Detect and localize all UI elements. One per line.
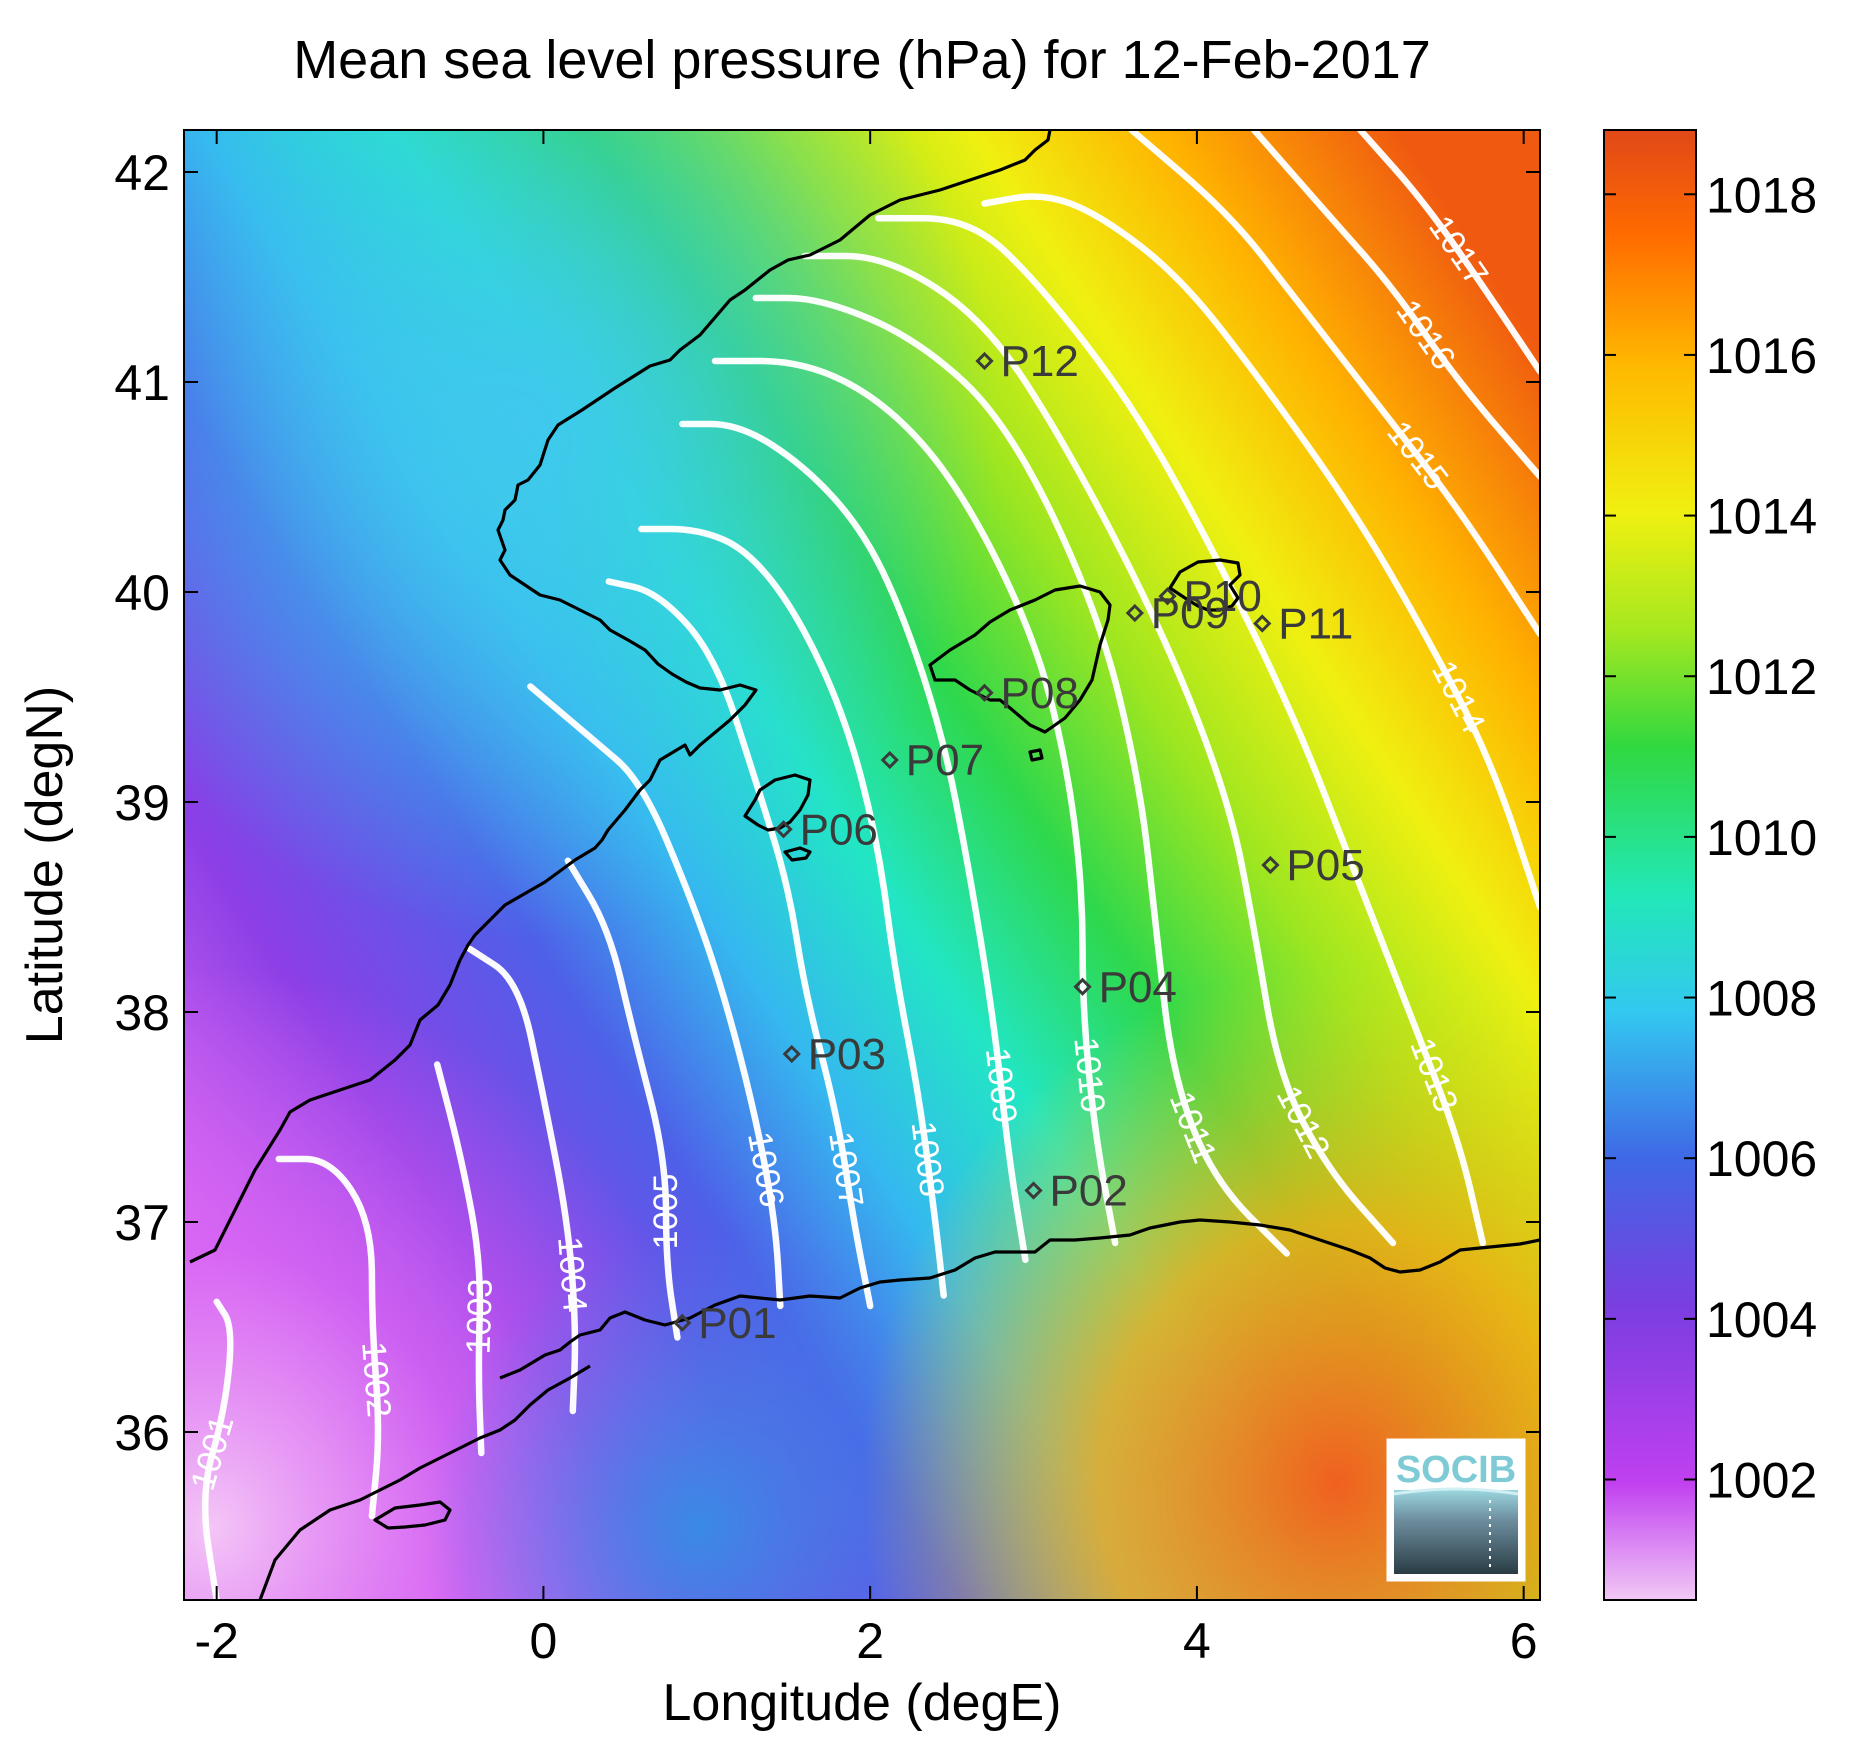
colorbar-tick-label: 1008 (1706, 971, 1817, 1027)
colorbar-tick-label: 1012 (1706, 649, 1817, 705)
x-tick-label: 0 (530, 1613, 558, 1669)
isobar-label-1005: 1005 (647, 1174, 685, 1250)
alboran-island (373, 1500, 452, 1530)
y-tick-label: 40 (114, 565, 170, 621)
morocco-coastline (258, 1364, 591, 1600)
menorca-island (1168, 558, 1242, 612)
station-marker-P08 (975, 683, 994, 702)
station-label-P09: P09 (1151, 589, 1229, 638)
x-axis-ticks: -2 0 2 4 6 (194, 130, 1538, 1669)
colorbar-tick-label: 1010 (1706, 810, 1817, 866)
station-label-P03: P03 (808, 1030, 886, 1079)
colorbar-tick-label: 1016 (1706, 328, 1817, 384)
y-axis-label: Latitude (degN) (16, 686, 74, 1044)
isobar-label-1009: 1009 (978, 1046, 1024, 1125)
socib-logo-text: SOCIB (1396, 1449, 1516, 1491)
isobar-1003 (433, 1061, 485, 1457)
isobar-1008 (638, 525, 947, 1299)
isobar-label-1003: 1003 (460, 1278, 500, 1355)
station-marker-P10 (1158, 587, 1177, 606)
colorbar-ticks: 1002 1004 1006 1008 1010 1012 1014 1016 1018 (1604, 167, 1817, 1509)
isobar-1016 (1250, 130, 1540, 480)
isobar-1006 (527, 683, 784, 1310)
socib-logo: SOCIB (1386, 1438, 1526, 1582)
station-marker-P06 (774, 820, 793, 839)
station-label-P07: P07 (906, 736, 984, 785)
formentera-island (783, 846, 812, 862)
y-axis-ticks: 36 37 38 39 40 41 42 (114, 145, 1540, 1461)
isobar-1009 (679, 420, 1029, 1264)
station-label-P10: P10 (1184, 572, 1262, 621)
y-tick-label: 36 (114, 1405, 170, 1461)
isobar-1002 (275, 1155, 382, 1520)
ibiza-island (743, 773, 812, 832)
station-label-P04: P04 (1099, 963, 1177, 1012)
iberian-coastline (189, 130, 1052, 1264)
x-tick-label: 2 (856, 1613, 884, 1669)
isobar-1014 (981, 193, 1540, 911)
station-marker-P01 (673, 1313, 692, 1332)
isobar-1012 (801, 252, 1397, 1247)
station-marker-P09 (1125, 603, 1144, 623)
isobar-label-1010: 1010 (1066, 1035, 1112, 1114)
isobar-1013 (875, 214, 1487, 1247)
y-tick-label: 42 (114, 145, 170, 201)
station-marker-P03 (782, 1044, 801, 1064)
station-label-P02: P02 (1050, 1167, 1128, 1216)
station-marker-P04 (1073, 977, 1092, 996)
isobar-1001 (201, 1298, 234, 1600)
isobar-1010 (711, 357, 1119, 1247)
station-marker-P02 (1024, 1181, 1043, 1200)
isobar-1005 (564, 857, 681, 1341)
station-marker-P07 (880, 750, 899, 770)
isobar-1004 (466, 945, 579, 1415)
station-label-P05: P05 (1286, 841, 1364, 890)
plot-frame (183, 129, 1541, 1601)
isobar-1011 (752, 294, 1291, 1257)
station-label-P01: P01 (698, 1299, 776, 1348)
isobar-label-1004: 1004 (550, 1235, 594, 1313)
colorbar (1603, 129, 1697, 1601)
iberian-south-coastline (499, 1218, 1540, 1380)
isobar-label-1002: 1002 (354, 1340, 398, 1418)
y-tick-label: 37 (114, 1195, 170, 1251)
y-tick-label: 41 (114, 355, 170, 411)
x-axis-label: Longitude (degE) (663, 1674, 1062, 1732)
station-label-P06: P06 (800, 805, 878, 854)
colorbar-tick-label: 1002 (1706, 1453, 1817, 1509)
colorbar-tick-label: 1014 (1706, 489, 1817, 545)
y-tick-label: 38 (114, 985, 170, 1041)
station-marker-P12 (975, 351, 994, 371)
coastlines (189, 130, 1540, 1600)
pressure-field (184, 130, 1540, 1600)
chart-title: Mean sea level pressure (hPa) for 12-Feb… (293, 30, 1431, 90)
isobar-1017 (1357, 130, 1540, 375)
isobar-1007 (605, 578, 874, 1310)
x-tick-label: 6 (1510, 1613, 1538, 1669)
station-label-P08: P08 (1001, 669, 1079, 718)
isobar-1015 (1128, 130, 1540, 638)
colorbar-tick-label: 1018 (1706, 167, 1817, 223)
station-label-P12: P12 (1001, 337, 1079, 386)
station-label-P11: P11 (1278, 600, 1353, 649)
station-marker-P05 (1261, 855, 1280, 875)
colorbar-tick-label: 1006 (1706, 1131, 1817, 1187)
x-tick-label: 4 (1183, 1613, 1211, 1669)
x-tick-label: -2 (194, 1613, 238, 1669)
y-tick-label: 39 (114, 775, 170, 831)
colorbar-tick-label: 1004 (1706, 1292, 1817, 1348)
cabrera-island (1028, 748, 1044, 762)
station-marker-P11 (1253, 614, 1272, 633)
